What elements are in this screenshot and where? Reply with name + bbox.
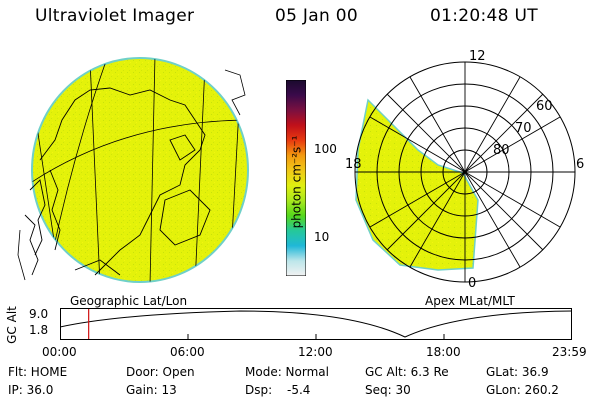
coastlines <box>24 87 211 276</box>
timeline-ytick-low: 1.8 <box>29 323 49 337</box>
timeline-xtick-0600: 06:00 <box>170 345 205 359</box>
data-footprint <box>355 98 479 271</box>
mlt-label-0: 0 <box>468 276 476 290</box>
latitude-lines <box>32 119 248 191</box>
outside-coastlines <box>17 69 246 281</box>
timeline-ylabel: GC Alt <box>4 306 19 344</box>
status-seq: Seq: 30 <box>365 383 411 397</box>
colorbar-tick-10: 10 <box>314 230 330 244</box>
lat-label-80: 80 <box>493 143 510 158</box>
status-glat: GLat: 36.9 <box>486 365 549 379</box>
status-gain: Gain: 13 <box>126 383 177 397</box>
status-gc-alt: GC Alt: 6.3 Re <box>365 365 449 379</box>
altitude-trace <box>60 310 572 338</box>
time-label: 01:20:48 UT <box>430 6 538 26</box>
status-dsp-value: -5.4 <box>287 383 311 397</box>
polar-spokes <box>355 62 575 282</box>
timeline-xtick-2359: 23:59 <box>552 345 587 359</box>
lat-label-70: 70 <box>515 121 532 136</box>
status-flight: Flt: HOME <box>8 365 68 379</box>
mlt-label-18: 18 <box>345 157 362 172</box>
timeline-xtick-1200: 12:00 <box>298 345 333 359</box>
status-mode: Mode: Normal <box>245 365 329 379</box>
app-title: Ultraviolet Imager <box>35 6 195 26</box>
status-glon: GLon: 260.2 <box>486 383 559 397</box>
geographic-caption: Geographic Lat/Lon <box>70 294 188 308</box>
timeline-xtick-0000: 00:00 <box>42 345 77 359</box>
status-door: Door: Open <box>126 365 195 379</box>
mlt-label-12: 12 <box>469 49 486 64</box>
colorbar-tick-100: 100 <box>314 142 337 156</box>
status-dsp-label: Dsp: <box>245 383 273 397</box>
timeline-ytick-high: 9.0 <box>29 307 49 321</box>
status-ip: IP: 36.0 <box>8 383 54 397</box>
date-label: 05 Jan 00 <box>275 6 358 26</box>
timeline-xtick-1800: 18:00 <box>426 345 461 359</box>
timeline-plot <box>60 308 572 340</box>
geographic-image-panel <box>17 57 249 283</box>
mlt-label-6: 6 <box>576 157 584 172</box>
polar-caption: Apex MLat/MLT <box>425 294 515 308</box>
colorbar-unit-label: photon cm⁻²s⁻¹ <box>289 135 304 229</box>
earth-disk <box>31 57 249 283</box>
polar-plot-panel: 12 18 6 0 60 70 80 <box>345 49 584 290</box>
timeline-ticks <box>187 334 445 339</box>
lat-label-60: 60 <box>536 99 553 114</box>
